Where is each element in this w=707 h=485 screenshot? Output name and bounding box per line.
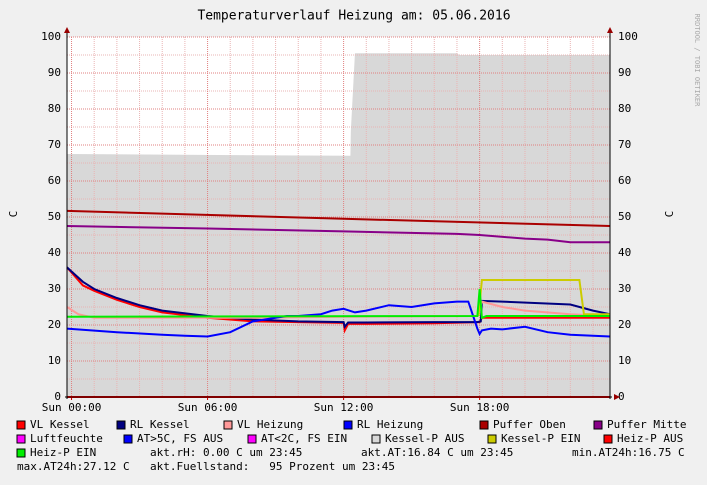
legend-label: RL Heizung bbox=[357, 418, 423, 431]
legend-swatch bbox=[223, 420, 233, 430]
y2-tick-label: 100 bbox=[618, 30, 638, 43]
legend-label: Heiz-P EIN bbox=[30, 446, 96, 459]
x-tick-label: Sun 18:00 bbox=[450, 401, 510, 414]
y2-tick-label: 30 bbox=[618, 282, 631, 295]
y2-tick-label: 70 bbox=[618, 138, 631, 151]
line bbox=[66, 225, 610, 244]
legend-swatch bbox=[16, 420, 26, 430]
line bbox=[66, 288, 610, 320]
y2-tick-label: 80 bbox=[618, 102, 631, 115]
y2-tick-label: 40 bbox=[618, 246, 631, 259]
annotation: max.AT24h:27.12 C bbox=[17, 460, 130, 473]
x-tick-label: Sun 12:00 bbox=[314, 401, 374, 414]
legend-label: AT>5C, FS AUS bbox=[137, 432, 223, 445]
chart-title: Temperaturverlauf Heizung am: 05.06.2016 bbox=[197, 9, 510, 24]
legend-label: Luftfeuchte bbox=[30, 432, 103, 445]
legend-swatch bbox=[479, 420, 489, 430]
line bbox=[66, 266, 611, 330]
y2-tick-label: 90 bbox=[618, 66, 631, 79]
legend-label: Puffer Oben bbox=[493, 418, 566, 431]
legend-label: Kessel-P AUS bbox=[385, 432, 464, 445]
axis-arrow bbox=[614, 394, 620, 400]
axis-arrow bbox=[64, 27, 70, 33]
y-axis-label: C bbox=[7, 211, 20, 218]
y-tick-label: 20 bbox=[48, 318, 61, 331]
legend-swatch bbox=[371, 434, 381, 444]
annotation: akt.rH: 0.00 C um 23:45 bbox=[150, 446, 302, 459]
y-tick-label: 10 bbox=[48, 354, 61, 367]
x-tick-label: Sun 06:00 bbox=[178, 401, 238, 414]
y2-tick-label: 20 bbox=[618, 318, 631, 331]
legend-swatch bbox=[16, 434, 26, 444]
axis-arrow bbox=[607, 27, 613, 33]
legend-label: RL Kessel bbox=[130, 418, 190, 431]
line bbox=[66, 209, 611, 227]
legend-label: VL Heizung bbox=[237, 418, 303, 431]
legend-label: Puffer Mitte bbox=[607, 418, 686, 431]
legend-swatch bbox=[247, 434, 257, 444]
legend-label: Kessel-P EIN bbox=[501, 432, 580, 445]
y2-tick-label: 60 bbox=[618, 174, 631, 187]
legend-swatch bbox=[343, 420, 353, 430]
y-tick-label: 60 bbox=[48, 174, 61, 187]
y-tick-label: 100 bbox=[41, 30, 61, 43]
area bbox=[67, 53, 610, 397]
watermark: RRDTOOL / TOBI OETIKER bbox=[693, 14, 701, 108]
line bbox=[66, 300, 611, 338]
annotation: akt.Fuellstand: 95 Prozent um 23:45 bbox=[150, 460, 395, 473]
y-tick-label: 0 bbox=[54, 390, 61, 403]
x-tick-label: Sun 00:00 bbox=[42, 401, 102, 414]
legend-swatch bbox=[487, 434, 497, 444]
legend-label: AT<2C, FS EIN bbox=[261, 432, 347, 445]
legend-swatch bbox=[16, 448, 26, 458]
y2-tick-label: 0 bbox=[618, 390, 625, 403]
legend-label: Heiz-P AUS bbox=[617, 432, 683, 445]
y-tick-label: 90 bbox=[48, 66, 61, 79]
legend-swatch bbox=[123, 434, 133, 444]
annotation: min.AT24h:16.75 C bbox=[572, 446, 685, 459]
annotation: akt.AT:16.84 C um 23:45 bbox=[361, 446, 513, 459]
y-tick-label: 50 bbox=[48, 210, 61, 223]
y-tick-label: 80 bbox=[48, 102, 61, 115]
y2-tick-label: 10 bbox=[618, 354, 631, 367]
legend-swatch bbox=[593, 420, 603, 430]
legend-swatch bbox=[603, 434, 613, 444]
y-tick-label: 30 bbox=[48, 282, 61, 295]
legend-label: VL Kessel bbox=[30, 418, 90, 431]
y2-tick-label: 50 bbox=[618, 210, 631, 223]
y-tick-label: 40 bbox=[48, 246, 61, 259]
legend-swatch bbox=[116, 420, 126, 430]
y2-axis-label: C bbox=[663, 211, 676, 218]
y-tick-label: 70 bbox=[48, 138, 61, 151]
